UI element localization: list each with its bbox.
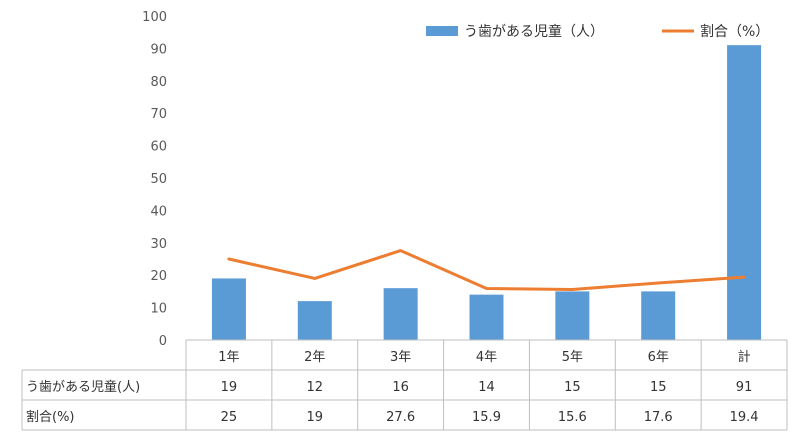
table-cell: 14 xyxy=(478,380,495,395)
legend: う歯がある児童（人） 割合（%） xyxy=(426,23,769,40)
bar xyxy=(555,291,590,340)
y-tick-label: 70 xyxy=(150,107,167,122)
table-cell: 19 xyxy=(221,380,238,395)
y-tick-label: 10 xyxy=(150,302,167,317)
y-tick-label: 40 xyxy=(150,204,167,219)
table-cell: 91 xyxy=(736,380,753,395)
table-cell: 15 xyxy=(564,380,581,395)
y-tick-label: 100 xyxy=(142,10,167,25)
bar xyxy=(727,45,762,340)
legend-bar-swatch xyxy=(426,26,458,36)
legend-label: 割合（%） xyxy=(700,23,769,40)
x-tick-label: 2年 xyxy=(304,350,325,365)
table-cell: 12 xyxy=(307,380,324,395)
y-tick-label: 20 xyxy=(150,269,167,284)
line-series-path xyxy=(227,249,746,291)
bar xyxy=(383,288,418,340)
y-tick-label: 90 xyxy=(150,42,167,57)
table-cell: 16 xyxy=(392,380,409,395)
table-row-label: 割合(%) xyxy=(26,409,75,425)
y-tick-label: 0 xyxy=(159,334,167,349)
table-cell: 17.6 xyxy=(644,410,673,425)
table-cell: 15.9 xyxy=(472,410,501,425)
x-tick-label: 計 xyxy=(738,349,751,365)
bar-series xyxy=(211,45,762,340)
y-tick-label: 30 xyxy=(150,237,167,252)
x-tick-label: 1年 xyxy=(218,350,239,365)
y-tick-label: 60 xyxy=(150,140,167,155)
table-cell: 15 xyxy=(650,380,667,395)
x-tick-label: 6年 xyxy=(648,350,669,365)
y-axis: 0 10 20 30 40 50 60 70 80 90 100 xyxy=(142,10,167,349)
table-cell: 15.6 xyxy=(558,410,587,425)
bar xyxy=(641,291,676,340)
x-tick-label: 3年 xyxy=(390,350,411,365)
bar xyxy=(211,278,246,340)
table-cell: 19 xyxy=(307,410,324,425)
bar xyxy=(469,294,504,340)
bar xyxy=(297,301,332,340)
line-series xyxy=(227,249,746,291)
x-tick-label: 4年 xyxy=(476,350,497,365)
y-tick-label: 80 xyxy=(150,75,167,90)
table-cell: 19.4 xyxy=(730,410,759,425)
x-tick-label: 5年 xyxy=(562,350,583,365)
legend-label: う歯がある児童（人） xyxy=(464,23,604,40)
y-tick-label: 50 xyxy=(150,172,167,187)
table-row-label: う歯がある児童(人) xyxy=(26,379,140,395)
table-cell: 25 xyxy=(221,410,238,425)
table-cell: 27.6 xyxy=(386,410,415,425)
